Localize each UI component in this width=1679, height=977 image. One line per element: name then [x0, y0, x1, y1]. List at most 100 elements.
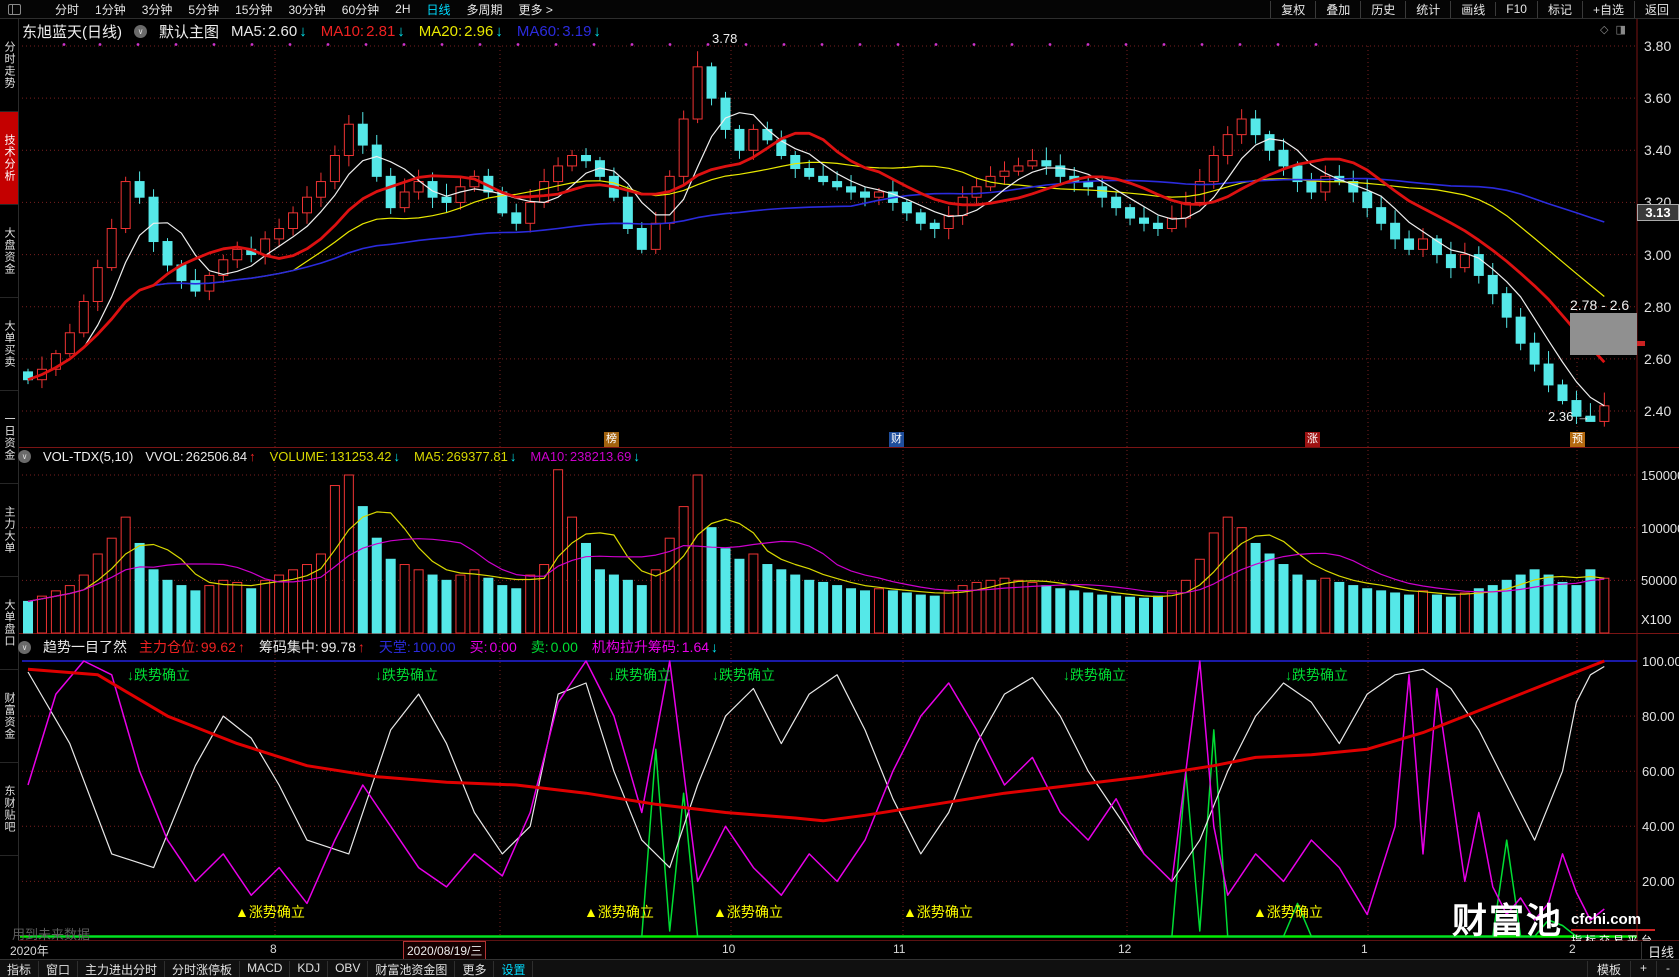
sidebar-item-8[interactable]: 东财贴吧: [0, 763, 18, 856]
sidebar-item-0[interactable]: 分时走势: [0, 19, 18, 112]
split-window-icon[interactable]: [8, 3, 21, 15]
ind-item-5-arrow-icon: ↓: [711, 639, 719, 655]
vol-item-1-value: 131253.42: [330, 449, 392, 464]
volume-bar: [1459, 592, 1470, 634]
price-tick-2.80: 2.80: [1644, 298, 1672, 315]
uptrend-signal-4: ▲涨势确立: [1253, 904, 1323, 920]
toolbar-item-0[interactable]: 指标: [0, 960, 40, 977]
top-menu-item-6[interactable]: 60分钟: [341, 2, 380, 17]
main-chart-preset[interactable]: 默认主图: [159, 24, 220, 41]
top-menu-item-5[interactable]: 30分钟: [288, 2, 326, 17]
volume-bar: [873, 588, 884, 634]
volume-bar: [385, 558, 396, 634]
divider-marker-涨[interactable]: 涨: [1305, 432, 1320, 447]
volume-bar: [218, 579, 229, 634]
volume-bar: [1473, 588, 1484, 634]
sidebar-item-1[interactable]: 技术分析: [0, 112, 18, 205]
ind-item-0: 主力仓位: 99.62 ↑: [139, 637, 245, 657]
low-price-text: 2.36: [1548, 409, 1574, 424]
toolbar-item-1[interactable]: 窗口: [39, 960, 79, 977]
top-menu-item-3[interactable]: 5分钟: [188, 2, 220, 17]
signal-dot: [98, 43, 102, 46]
volume-bar: [274, 574, 285, 634]
volume-indicator-title[interactable]: VOL-TDX(5,10): [43, 449, 134, 464]
volume-bar: [1306, 579, 1317, 634]
toolbar-right-item-0[interactable]: 模板: [1586, 960, 1630, 977]
signal-dot: [136, 43, 140, 46]
top-menu-tool-4[interactable]: 画线: [1450, 0, 1495, 18]
candle-body: [818, 175, 829, 183]
top-menu-item-10[interactable]: 更多 >: [518, 2, 553, 17]
toolbar-right-group: 模板 + -: [1586, 960, 1679, 977]
divider-marker-榜[interactable]: 榜: [604, 432, 619, 447]
indicator-title[interactable]: 趋势一目了然: [43, 639, 127, 655]
sidebar-item-5[interactable]: 主力大单: [0, 484, 18, 577]
top-menu-tool-8[interactable]: 返回: [1633, 0, 1679, 18]
volume-ma10-line: [27, 538, 1605, 602]
ma-values: MA5: 2.60 ↓ MA10: 2.81 ↓ MA20: 2.96 ↓ MA60: 3.…: [231, 23, 601, 40]
volume-bar: [1111, 595, 1122, 634]
indicator-dropdown-icon[interactable]: ∨: [18, 640, 31, 654]
volume-bar: [469, 569, 480, 634]
pane-layout-icon[interactable]: ◨: [1615, 24, 1626, 36]
candle-body: [762, 128, 773, 141]
candle-body: [664, 175, 675, 224]
top-menu-item-7[interactable]: 2H: [395, 2, 411, 16]
volume-bar: [622, 579, 633, 634]
candle-body: [385, 175, 396, 209]
bottom-toolbar: 指标 窗口 主力进出分时 分时涨停板 MACD KDJ OBV 财富池资金图 更多 设置 模板 + -: [0, 959, 1679, 977]
sidebar-item-3[interactable]: 大单买卖: [0, 298, 18, 391]
toolbar-item-7[interactable]: 财富池资金图: [368, 960, 456, 977]
volume-bar: [957, 585, 968, 634]
top-menu-item-1[interactable]: 1分钟: [95, 2, 126, 17]
date-label-6: 2: [1569, 942, 1576, 956]
toolbar-item-5[interactable]: KDJ: [290, 960, 329, 977]
candle-body: [232, 248, 243, 261]
top-menu-item-8[interactable]: 日线: [426, 2, 451, 17]
toolbar-right-item-2[interactable]: -: [1656, 960, 1679, 977]
top-menu-tool-6[interactable]: 标记: [1536, 0, 1582, 18]
signal-dot: [1124, 43, 1128, 46]
sidebar-item-4[interactable]: 一日资金: [0, 391, 18, 484]
toolbar-item-8[interactable]: 更多: [455, 960, 495, 977]
main-chart-dropdown-icon[interactable]: ∨: [134, 25, 147, 38]
price-tick-2.40: 2.40: [1644, 402, 1672, 419]
toolbar-item-3[interactable]: 分时涨停板: [165, 960, 241, 977]
volume-bar: [1445, 596, 1456, 634]
divider-marker-财[interactable]: 财: [889, 432, 904, 447]
toolbar-item-6[interactable]: OBV: [328, 960, 369, 977]
toolbar-item-4[interactable]: MACD: [240, 960, 291, 977]
top-menu-item-4[interactable]: 15分钟: [235, 2, 273, 17]
main-chart-header: 东旭蓝天(日线) ∨ 默认主图 MA5: 2.60 ↓ MA10: 2.81 ↓ MA2…: [22, 21, 601, 42]
candle-body: [1459, 254, 1470, 269]
peak-price-annotation: 3.78: [712, 31, 738, 46]
toolbar-item-9[interactable]: 设置: [494, 960, 534, 977]
top-menu-tool-1[interactable]: 叠加: [1315, 0, 1360, 18]
diamond-icon[interactable]: ◇: [1600, 24, 1609, 36]
signal-dot: [402, 43, 406, 46]
top-menu-tool-5[interactable]: F10: [1495, 2, 1537, 16]
indicator-tick-20.00: 20.00: [1642, 874, 1675, 890]
toolbar-item-2[interactable]: 主力进出分时: [78, 960, 166, 977]
candle-body: [274, 227, 285, 240]
top-menu-item-0[interactable]: 分时: [55, 2, 80, 17]
top-menu-tool-0[interactable]: 复权: [1270, 0, 1315, 18]
top-menu-tool-7[interactable]: +自选: [1581, 0, 1634, 18]
top-menu-tool-3[interactable]: 统计: [1405, 0, 1450, 18]
sidebar-item-6[interactable]: 大单盘口: [0, 577, 18, 670]
sidebar-item-7[interactable]: 财富资金: [0, 670, 18, 763]
vol-item-0: VVOL: 262506.84 ↑: [145, 449, 255, 464]
toolbar-right-item-1[interactable]: +: [1629, 960, 1656, 977]
sidebar-item-2[interactable]: 大盘资金: [0, 205, 18, 298]
divider-marker-预[interactable]: 预: [1570, 432, 1585, 447]
downtrend-signal-1: ↓跌势确立: [375, 667, 438, 683]
price-tick-2.60: 2.60: [1644, 350, 1672, 367]
volume-bar: [1376, 590, 1387, 634]
volume-bar: [50, 590, 61, 634]
top-menu-tool-2[interactable]: 历史: [1360, 0, 1405, 18]
volume-dropdown-icon[interactable]: ∨: [18, 450, 31, 463]
volume-bar: [594, 569, 605, 634]
top-menu-item-2[interactable]: 3分钟: [141, 2, 173, 17]
top-menu-item-9[interactable]: 多周期: [466, 2, 503, 17]
